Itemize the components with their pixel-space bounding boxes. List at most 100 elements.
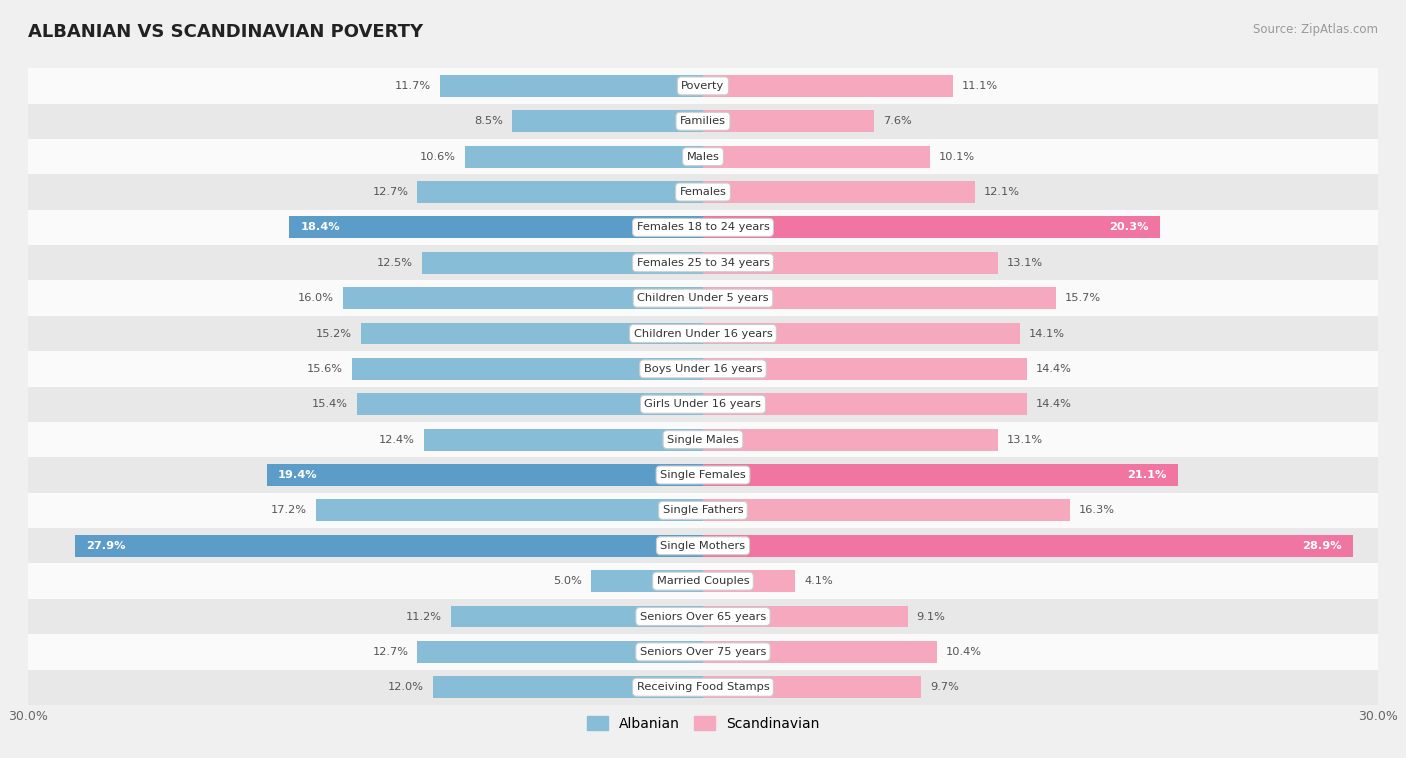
Bar [28,457,1378,493]
Text: Source: ZipAtlas.com: Source: ZipAtlas.com [1253,23,1378,36]
Text: Married Couples: Married Couples [657,576,749,586]
Text: Children Under 5 years: Children Under 5 years [637,293,769,303]
Text: Families: Families [681,116,725,127]
Text: 11.1%: 11.1% [962,81,998,91]
Text: Poverty: Poverty [682,81,724,91]
Text: 15.6%: 15.6% [307,364,343,374]
Text: Females 25 to 34 years: Females 25 to 34 years [637,258,769,268]
Text: Children Under 16 years: Children Under 16 years [634,328,772,339]
Bar [703,606,908,628]
Bar [28,68,1378,104]
Bar [28,563,1378,599]
Bar [28,528,1378,563]
Text: Single Females: Single Females [661,470,745,480]
Text: Single Fathers: Single Fathers [662,506,744,515]
Bar [703,641,936,662]
Text: 10.6%: 10.6% [419,152,456,161]
Bar [512,111,703,132]
Bar [703,252,998,274]
Text: 5.0%: 5.0% [553,576,582,586]
Bar [28,104,1378,139]
Text: 10.1%: 10.1% [939,152,976,161]
Text: Boys Under 16 years: Boys Under 16 years [644,364,762,374]
Text: 9.1%: 9.1% [917,612,946,622]
Bar [28,139,1378,174]
Text: 11.7%: 11.7% [395,81,430,91]
Bar [28,174,1378,210]
Text: 11.2%: 11.2% [406,612,441,622]
Bar [28,210,1378,245]
Bar [703,429,998,450]
Text: 17.2%: 17.2% [271,506,307,515]
Text: 15.4%: 15.4% [312,399,347,409]
Bar [343,287,703,309]
Bar [440,75,703,97]
Bar [267,464,703,486]
Text: 28.9%: 28.9% [1302,540,1341,551]
Text: 12.5%: 12.5% [377,258,413,268]
Text: 19.4%: 19.4% [278,470,318,480]
Bar [352,358,703,380]
Text: 14.4%: 14.4% [1036,364,1071,374]
Text: 15.2%: 15.2% [316,328,352,339]
Text: 4.1%: 4.1% [804,576,832,586]
Text: Females: Females [679,187,727,197]
Bar [703,111,875,132]
Bar [418,641,703,662]
Legend: Albanian, Scandinavian: Albanian, Scandinavian [582,710,824,736]
Text: 13.1%: 13.1% [1007,258,1043,268]
Text: 14.4%: 14.4% [1036,399,1071,409]
Bar [425,429,703,450]
Bar [703,676,921,698]
Text: 15.7%: 15.7% [1066,293,1101,303]
Text: Seniors Over 75 years: Seniors Over 75 years [640,647,766,657]
Text: 12.0%: 12.0% [388,682,425,692]
Text: Receiving Food Stamps: Receiving Food Stamps [637,682,769,692]
Text: 8.5%: 8.5% [474,116,503,127]
Bar [28,245,1378,280]
Bar [703,393,1026,415]
Bar [703,323,1021,344]
Bar [464,146,703,168]
Bar [433,676,703,698]
Text: 20.3%: 20.3% [1109,222,1149,233]
Bar [703,535,1353,556]
Text: 10.4%: 10.4% [946,647,981,657]
Bar [76,535,703,556]
Bar [28,280,1378,316]
Text: Single Males: Single Males [666,434,740,445]
Bar [316,500,703,522]
Bar [703,146,931,168]
Text: 12.1%: 12.1% [984,187,1021,197]
Text: 18.4%: 18.4% [301,222,340,233]
Bar [703,358,1026,380]
Bar [703,500,1070,522]
Text: ALBANIAN VS SCANDINAVIAN POVERTY: ALBANIAN VS SCANDINAVIAN POVERTY [28,23,423,41]
Bar [422,252,703,274]
Bar [28,351,1378,387]
Text: 9.7%: 9.7% [931,682,959,692]
Bar [418,181,703,203]
Text: Seniors Over 65 years: Seniors Over 65 years [640,612,766,622]
Bar [357,393,703,415]
Text: 27.9%: 27.9% [87,540,127,551]
Bar [290,217,703,238]
Bar [361,323,703,344]
Text: Males: Males [686,152,720,161]
Bar [28,669,1378,705]
Text: 14.1%: 14.1% [1029,328,1066,339]
Text: 16.3%: 16.3% [1078,506,1115,515]
Text: Girls Under 16 years: Girls Under 16 years [644,399,762,409]
Bar [703,570,796,592]
Bar [591,570,703,592]
Bar [451,606,703,628]
Bar [28,634,1378,669]
Bar [28,422,1378,457]
Text: 16.0%: 16.0% [298,293,335,303]
Text: 13.1%: 13.1% [1007,434,1043,445]
Text: 12.4%: 12.4% [380,434,415,445]
Bar [703,75,953,97]
Bar [703,181,976,203]
Bar [703,217,1160,238]
Bar [703,287,1056,309]
